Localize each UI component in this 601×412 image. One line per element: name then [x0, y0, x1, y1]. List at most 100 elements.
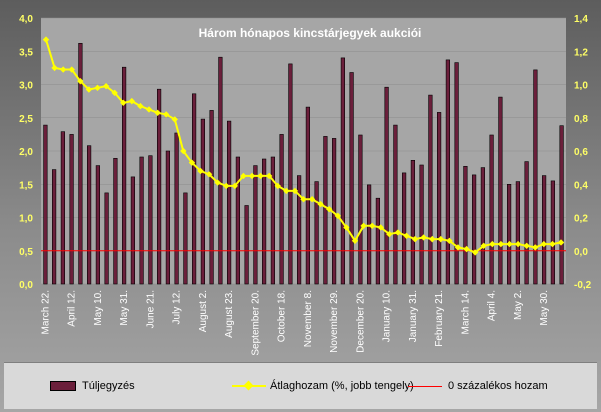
- yield-point: [180, 147, 187, 155]
- bar: [323, 136, 328, 285]
- yield-point: [240, 172, 247, 180]
- bar: [436, 112, 442, 285]
- yield-point: [549, 240, 556, 248]
- legend-item-zero: 0 százalékos hozam: [408, 377, 548, 395]
- bar: [541, 175, 547, 285]
- bar-series: [43, 42, 564, 285]
- x-axis-labels: March 22. April 12. May 10. May 31. June 21.…: [40, 290, 550, 356]
- right-tick-label: 0,6: [574, 147, 588, 158]
- yield-point: [411, 235, 419, 243]
- left-tick-label: 2,0: [19, 147, 33, 158]
- legend-swatch-yield: [232, 380, 266, 391]
- bar: [524, 161, 529, 285]
- x-tick-label: December 20.: [355, 290, 366, 353]
- yield-point: [248, 172, 256, 180]
- bar: [279, 134, 284, 285]
- yield-point: [59, 66, 67, 73]
- left-tick-label: 0,0: [19, 280, 33, 291]
- yield-point: [480, 242, 487, 249]
- bar: [533, 69, 538, 285]
- x-tick-label: November 8.: [303, 290, 314, 347]
- bar: [87, 145, 92, 285]
- legend-swatch-zero: [408, 385, 442, 387]
- bar: [314, 181, 319, 285]
- bar: [270, 156, 276, 285]
- bar: [384, 86, 389, 285]
- x-tick-label: January 10.: [382, 290, 393, 342]
- yield-point: [343, 224, 350, 231]
- left-tick-label: 3,0: [19, 81, 33, 92]
- yield-point: [154, 109, 161, 116]
- right-tick-label: -0,2: [574, 280, 592, 291]
- bar: [174, 132, 179, 285]
- yield-point: [334, 212, 342, 220]
- yield-point: [231, 182, 239, 190]
- bar: [95, 165, 100, 285]
- legend-label-bar: Túljegyzés: [82, 380, 135, 392]
- yield-point: [394, 229, 402, 236]
- bar: [550, 180, 555, 285]
- yield-point: [557, 239, 565, 246]
- bar: [51, 169, 57, 285]
- x-tick-label: April 12.: [67, 290, 78, 327]
- yield-point: [257, 172, 264, 180]
- bar: [43, 124, 48, 285]
- yield-point: [308, 196, 316, 203]
- yield-point: [51, 64, 58, 72]
- legend-label-zero: 0 százalékos hozam: [448, 380, 548, 392]
- bar: [148, 155, 153, 285]
- yield-point: [197, 167, 204, 175]
- left-tick-label: 1,0: [19, 214, 33, 225]
- bar: [113, 158, 118, 285]
- chart: 0,0 0,5 1,0 1,5 2,0 2,5 3,0 3,5 4,0 -0,2 0,0 0,2 0,…: [19, 14, 592, 356]
- yield-point: [42, 36, 50, 43]
- left-axis-ticks: 0,0 0,5 1,0 1,5 2,0 2,5 3,0 3,5 4,0: [19, 14, 33, 291]
- yield-point: [283, 187, 290, 195]
- yield-point: [102, 82, 110, 90]
- bar: [183, 192, 188, 285]
- bar: [305, 106, 311, 285]
- bar: [122, 66, 127, 285]
- x-tick-label: July 12.: [172, 290, 183, 324]
- legend-item-yield: Átlaghozam (%, jobb tengely): [232, 377, 414, 395]
- x-tick-label: August 2.: [198, 290, 209, 332]
- yield-point: [77, 77, 84, 85]
- yield-point: [497, 240, 505, 248]
- yield-point: [188, 159, 196, 166]
- yield-point: [291, 187, 299, 195]
- yield-point: [85, 86, 93, 93]
- right-tick-label: 0,4: [574, 180, 588, 191]
- bar: [559, 125, 564, 285]
- bar: [157, 88, 162, 285]
- yield-point: [540, 240, 548, 248]
- bar: [200, 118, 206, 285]
- yield-point: [300, 196, 307, 203]
- x-tick-label: May 2.: [513, 290, 524, 320]
- bar: [393, 124, 398, 285]
- bar: [296, 175, 302, 285]
- bar: [428, 94, 433, 285]
- yield-point: [265, 172, 273, 180]
- x-tick-label: May 10.: [93, 290, 104, 326]
- yield-point: [437, 235, 445, 243]
- x-tick-label: November 29.: [329, 290, 340, 353]
- yield-point: [317, 201, 324, 208]
- left-tick-label: 3,5: [19, 47, 33, 58]
- bar: [69, 134, 74, 285]
- bar: [78, 42, 83, 285]
- left-tick-label: 1,5: [19, 180, 33, 191]
- yield-point: [128, 97, 136, 105]
- yield-point: [120, 99, 127, 106]
- bar: [227, 120, 232, 285]
- yield-point: [403, 232, 410, 239]
- bar: [235, 156, 241, 285]
- yield-point: [162, 111, 170, 118]
- bar: [480, 167, 486, 285]
- yield-point: [532, 244, 539, 251]
- yield-point: [471, 249, 479, 256]
- bar: [358, 134, 363, 285]
- bar: [192, 93, 197, 285]
- x-tick-label: March 14.: [460, 290, 471, 334]
- yield-markers: [42, 36, 565, 256]
- chart-title: Három hónapos kincstárjegyek aukciói: [199, 26, 422, 40]
